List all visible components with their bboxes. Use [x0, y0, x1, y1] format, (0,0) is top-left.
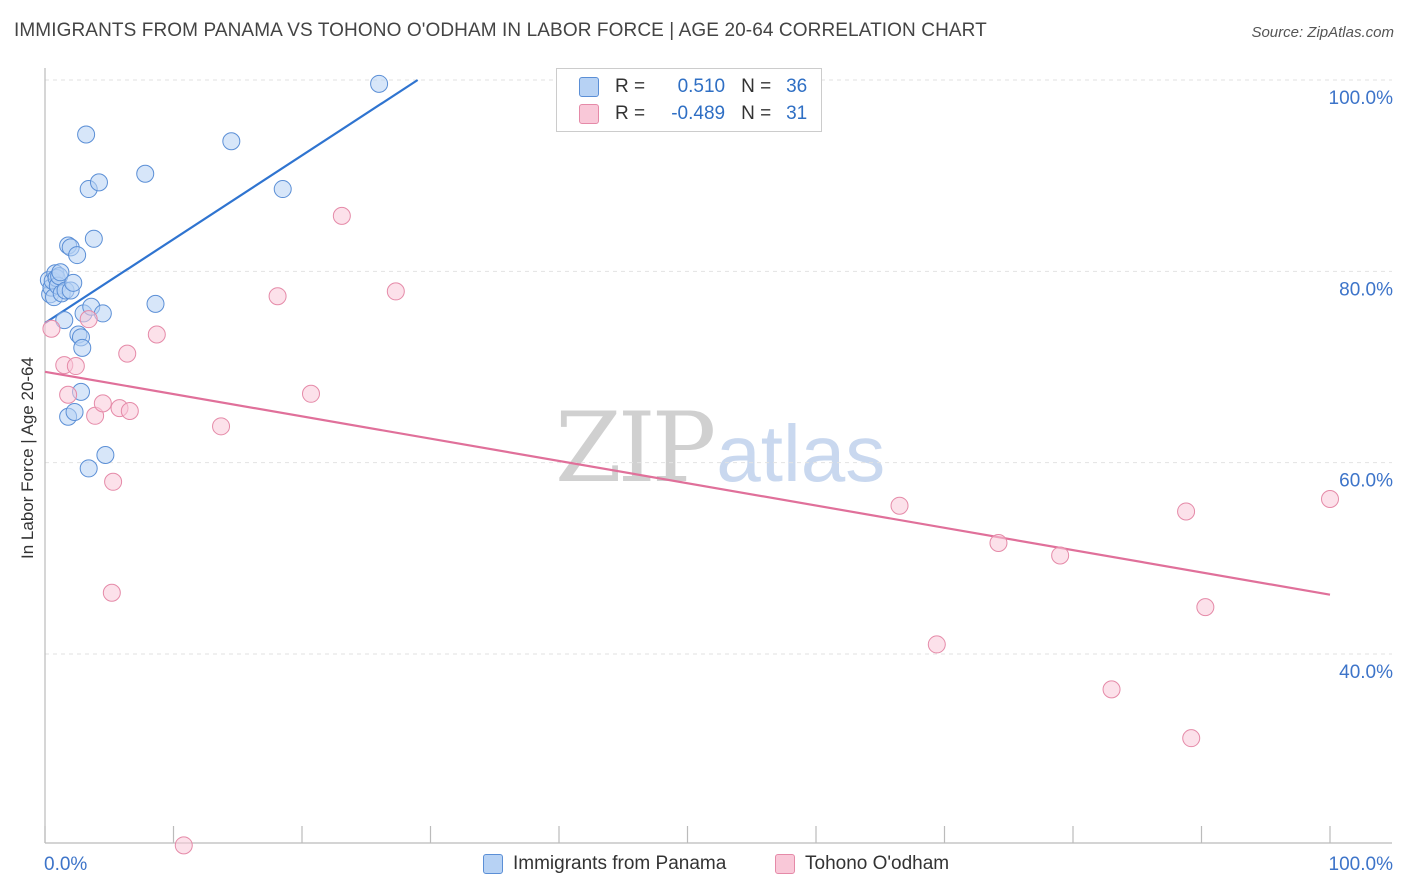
- legend-r-label: R =: [615, 103, 646, 124]
- x-tick-label: 0.0%: [44, 854, 87, 875]
- series-label-panama: Immigrants from Panama: [513, 853, 727, 874]
- data-point-blue: [370, 74, 389, 93]
- grid-lines: [45, 79, 1392, 655]
- data-point-pink: [102, 583, 121, 602]
- data-point-blue: [84, 229, 103, 248]
- chart-title: IMMIGRANTS FROM PANAMA VS TOHONO O'ODHAM…: [14, 20, 987, 41]
- data-point-pink: [212, 417, 231, 436]
- data-point-pink: [989, 534, 1008, 553]
- data-point-pink: [120, 402, 139, 421]
- series-label-tohono: Tohono O'odham: [805, 853, 950, 874]
- data-point-blue: [64, 273, 83, 292]
- legend-swatch-tohono: [579, 104, 599, 124]
- series-swatch-panama: [483, 854, 503, 874]
- data-point-pink: [174, 836, 193, 855]
- legend-r-value: 0.510: [677, 76, 726, 97]
- data-point-pink: [118, 344, 137, 363]
- y-tick-label: 80.0%: [1339, 279, 1393, 300]
- series-legend-tohono[interactable]: Tohono O'odham: [775, 852, 949, 876]
- legend-n-value: 36: [786, 76, 808, 97]
- data-point-pink: [104, 472, 123, 491]
- data-point-blue: [222, 132, 241, 151]
- legend-n-label: N =: [741, 76, 772, 97]
- data-point-pink: [79, 310, 98, 329]
- trend-lines: [44, 79, 1331, 596]
- data-point-pink: [93, 394, 112, 413]
- data-point-blue: [79, 459, 98, 478]
- data-point-pink: [1182, 729, 1201, 748]
- legend-r-value: -0.489: [671, 103, 726, 124]
- data-point-blue: [96, 446, 115, 465]
- data-point-pink: [147, 325, 166, 344]
- legend-row-panama: R = 0.510 N = 36: [579, 73, 807, 101]
- data-point-pink: [301, 384, 320, 403]
- data-point-pink: [1102, 680, 1121, 699]
- y-tick-label: 40.0%: [1339, 662, 1393, 683]
- y-tick-label: 100.0%: [1329, 88, 1394, 109]
- data-point-pink: [268, 287, 287, 306]
- x-tick-label: 100.0%: [1329, 854, 1394, 875]
- data-point-pink: [332, 206, 351, 225]
- data-point-blue: [65, 402, 84, 421]
- axes: [44, 68, 1392, 844]
- data-point-pink: [66, 357, 85, 376]
- series-legend-panama[interactable]: Immigrants from Panama: [483, 852, 726, 876]
- data-point-pink: [927, 635, 946, 654]
- data-point-pink: [890, 496, 909, 515]
- trend-line-pink: [44, 370, 1331, 596]
- data-point-blue: [73, 338, 92, 357]
- data-point-pink: [59, 385, 78, 404]
- trend-line-blue: [44, 79, 419, 324]
- data-point-pink: [1321, 490, 1339, 509]
- legend-n-label: N =: [741, 103, 772, 124]
- data-point-blue: [273, 180, 292, 199]
- source-label: Source: ZipAtlas.com: [1251, 24, 1394, 41]
- data-point-blue: [68, 246, 87, 265]
- data-point-blue: [51, 263, 70, 282]
- legend-r-label: R =: [615, 76, 646, 97]
- data-point-blue: [55, 311, 74, 330]
- data-point-blue: [136, 164, 155, 183]
- legend-row-tohono: R = -0.489 N = 31: [579, 100, 807, 128]
- tick-labels: 100.0% 80.0% 60.0% 40.0% 0.0% 100.0%: [44, 88, 1393, 875]
- data-point-pink: [1177, 502, 1196, 521]
- legend-n-value: 31: [786, 103, 808, 124]
- data-points: [39, 74, 1339, 855]
- series-swatch-tohono: [775, 854, 795, 874]
- legend-swatch-panama: [579, 77, 599, 97]
- data-point-pink: [1051, 546, 1070, 565]
- data-point-pink: [1196, 598, 1215, 617]
- data-point-blue: [146, 294, 165, 313]
- data-point-pink: [42, 319, 61, 338]
- correlation-legend: R = 0.510 N = 36 R = -0.489 N = 31: [556, 68, 822, 132]
- y-tick-label: 60.0%: [1339, 471, 1393, 492]
- data-point-blue: [77, 125, 96, 144]
- data-point-blue: [89, 173, 108, 192]
- data-point-pink: [386, 282, 405, 301]
